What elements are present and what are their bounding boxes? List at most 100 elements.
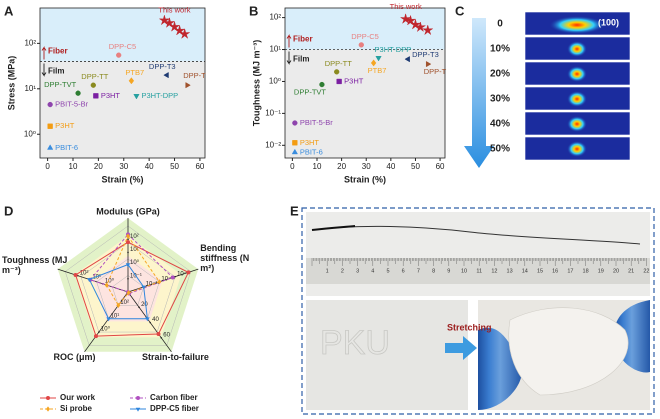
- point: [421, 24, 434, 36]
- axis-name: Modulus (GPa): [96, 206, 160, 216]
- radar-tick: [98, 331, 100, 333]
- x-tick-label: 40: [386, 162, 395, 171]
- x-tick-label: 0: [45, 162, 50, 171]
- radar-grid: [80, 242, 176, 333]
- x-tick-label: 50: [170, 162, 179, 171]
- strain-level: 20%: [490, 69, 510, 80]
- ruler-number: 13: [507, 268, 513, 274]
- point: [168, 20, 181, 32]
- strain-level: 40%: [490, 119, 510, 130]
- plot-frame: [39, 7, 206, 159]
- radar-tick: [127, 251, 129, 254]
- point-label: P3HT-DPP: [141, 91, 178, 100]
- point-label: DPP-T: [424, 67, 447, 76]
- fiber-arrow: [286, 34, 292, 48]
- stretch-label: Stretching: [447, 322, 492, 332]
- radar-tick-label: 10²: [130, 234, 139, 240]
- radar-grid: [64, 225, 192, 346]
- x-tick-label: 50: [411, 162, 420, 171]
- point-label: P3HT: [344, 76, 364, 85]
- radar-tick: [149, 321, 151, 324]
- x-tick-label: 60: [436, 162, 445, 171]
- ruler-number: 10: [461, 268, 467, 274]
- x-tick-label: 30: [119, 162, 128, 171]
- point-label: PBIT-6: [300, 147, 323, 156]
- ruler-number: 11: [476, 268, 482, 274]
- radar-tick-label: 10⁰: [101, 326, 111, 333]
- radar-point: [170, 275, 175, 280]
- radar-tick-label: 20: [141, 302, 148, 308]
- point: [319, 81, 325, 88]
- radar-grid: [112, 275, 144, 306]
- legend-marker: [135, 407, 141, 412]
- fiber-label: Fiber: [293, 35, 313, 44]
- plot-frame: [284, 7, 446, 159]
- point: [178, 27, 191, 40]
- ruler-number: 4: [371, 268, 374, 274]
- film-arrow: [286, 51, 292, 66]
- x-axis-title: Strain (%): [101, 174, 143, 184]
- y-tick-label: 10⁻¹: [265, 108, 281, 117]
- x-tick-label: 10: [313, 162, 322, 171]
- point: [163, 71, 169, 79]
- point: [358, 42, 364, 48]
- radar-series: [89, 233, 174, 295]
- diffraction-spot: [549, 16, 605, 34]
- radar-tick: [127, 278, 129, 280]
- point-label: DPP-T3: [149, 62, 176, 71]
- y-axis-title: Toughness (MJ m⁻³): [251, 40, 261, 127]
- radar-tick-label: 10⁰: [130, 259, 140, 266]
- y-axis-title: Stress (MPa): [6, 56, 16, 111]
- point: [370, 59, 377, 67]
- x-tick-label: 20: [337, 162, 346, 171]
- x-axis-title: Strain (%): [344, 174, 386, 184]
- point-label: DPP-TVT: [44, 80, 77, 89]
- photo-frame: [301, 207, 655, 415]
- point-label: PBIT-5-Br: [55, 100, 88, 109]
- point-label: This work: [390, 2, 422, 11]
- panel-label: E: [290, 203, 299, 218]
- y-tick-label: 10⁰: [24, 129, 36, 138]
- radar-point: [157, 279, 162, 285]
- diffraction-spot: [567, 116, 587, 132]
- strain-level: 30%: [490, 94, 510, 105]
- film-arrow: [41, 63, 47, 77]
- ruler-number: 1: [326, 268, 329, 274]
- point: [425, 60, 432, 68]
- point: [47, 144, 54, 150]
- point: [375, 56, 382, 62]
- radar-point: [125, 263, 131, 268]
- point: [336, 78, 342, 85]
- y-tick-label: 10⁰: [269, 77, 281, 86]
- point: [409, 18, 422, 30]
- ruler-number: 2: [341, 268, 344, 274]
- ruler-number: 6: [402, 268, 405, 274]
- point-label: This work: [158, 5, 190, 14]
- radar-tick-label: 10⁰: [105, 277, 115, 284]
- axis-name: Toughness (MJ m⁻³): [2, 255, 68, 276]
- point: [291, 148, 298, 155]
- point: [404, 56, 410, 63]
- point: [47, 123, 53, 129]
- stretched-film: [508, 307, 629, 396]
- diffraction-spot: [567, 66, 587, 82]
- point-label: DPP-TVT: [294, 88, 327, 97]
- diffraction-spot: [567, 41, 587, 57]
- y-tick-label: 10²: [269, 13, 281, 22]
- panel-label: B: [249, 3, 258, 18]
- point-label: P3HT-DPP: [375, 45, 412, 54]
- point: [116, 52, 122, 58]
- film-label: Film: [293, 55, 309, 64]
- ruler-number: 12: [491, 268, 497, 274]
- ruler-number: 19: [598, 268, 604, 274]
- point: [292, 120, 298, 126]
- x-tick-label: 20: [94, 162, 103, 171]
- point-label: P3HT: [300, 138, 320, 147]
- x-tick-label: 60: [195, 162, 204, 171]
- point-label: DPP-TT: [325, 59, 353, 68]
- point: [158, 14, 171, 26]
- radar-point: [141, 285, 146, 290]
- axis-name-text: Toughness (MJ m⁻³): [2, 255, 68, 276]
- point: [185, 82, 191, 89]
